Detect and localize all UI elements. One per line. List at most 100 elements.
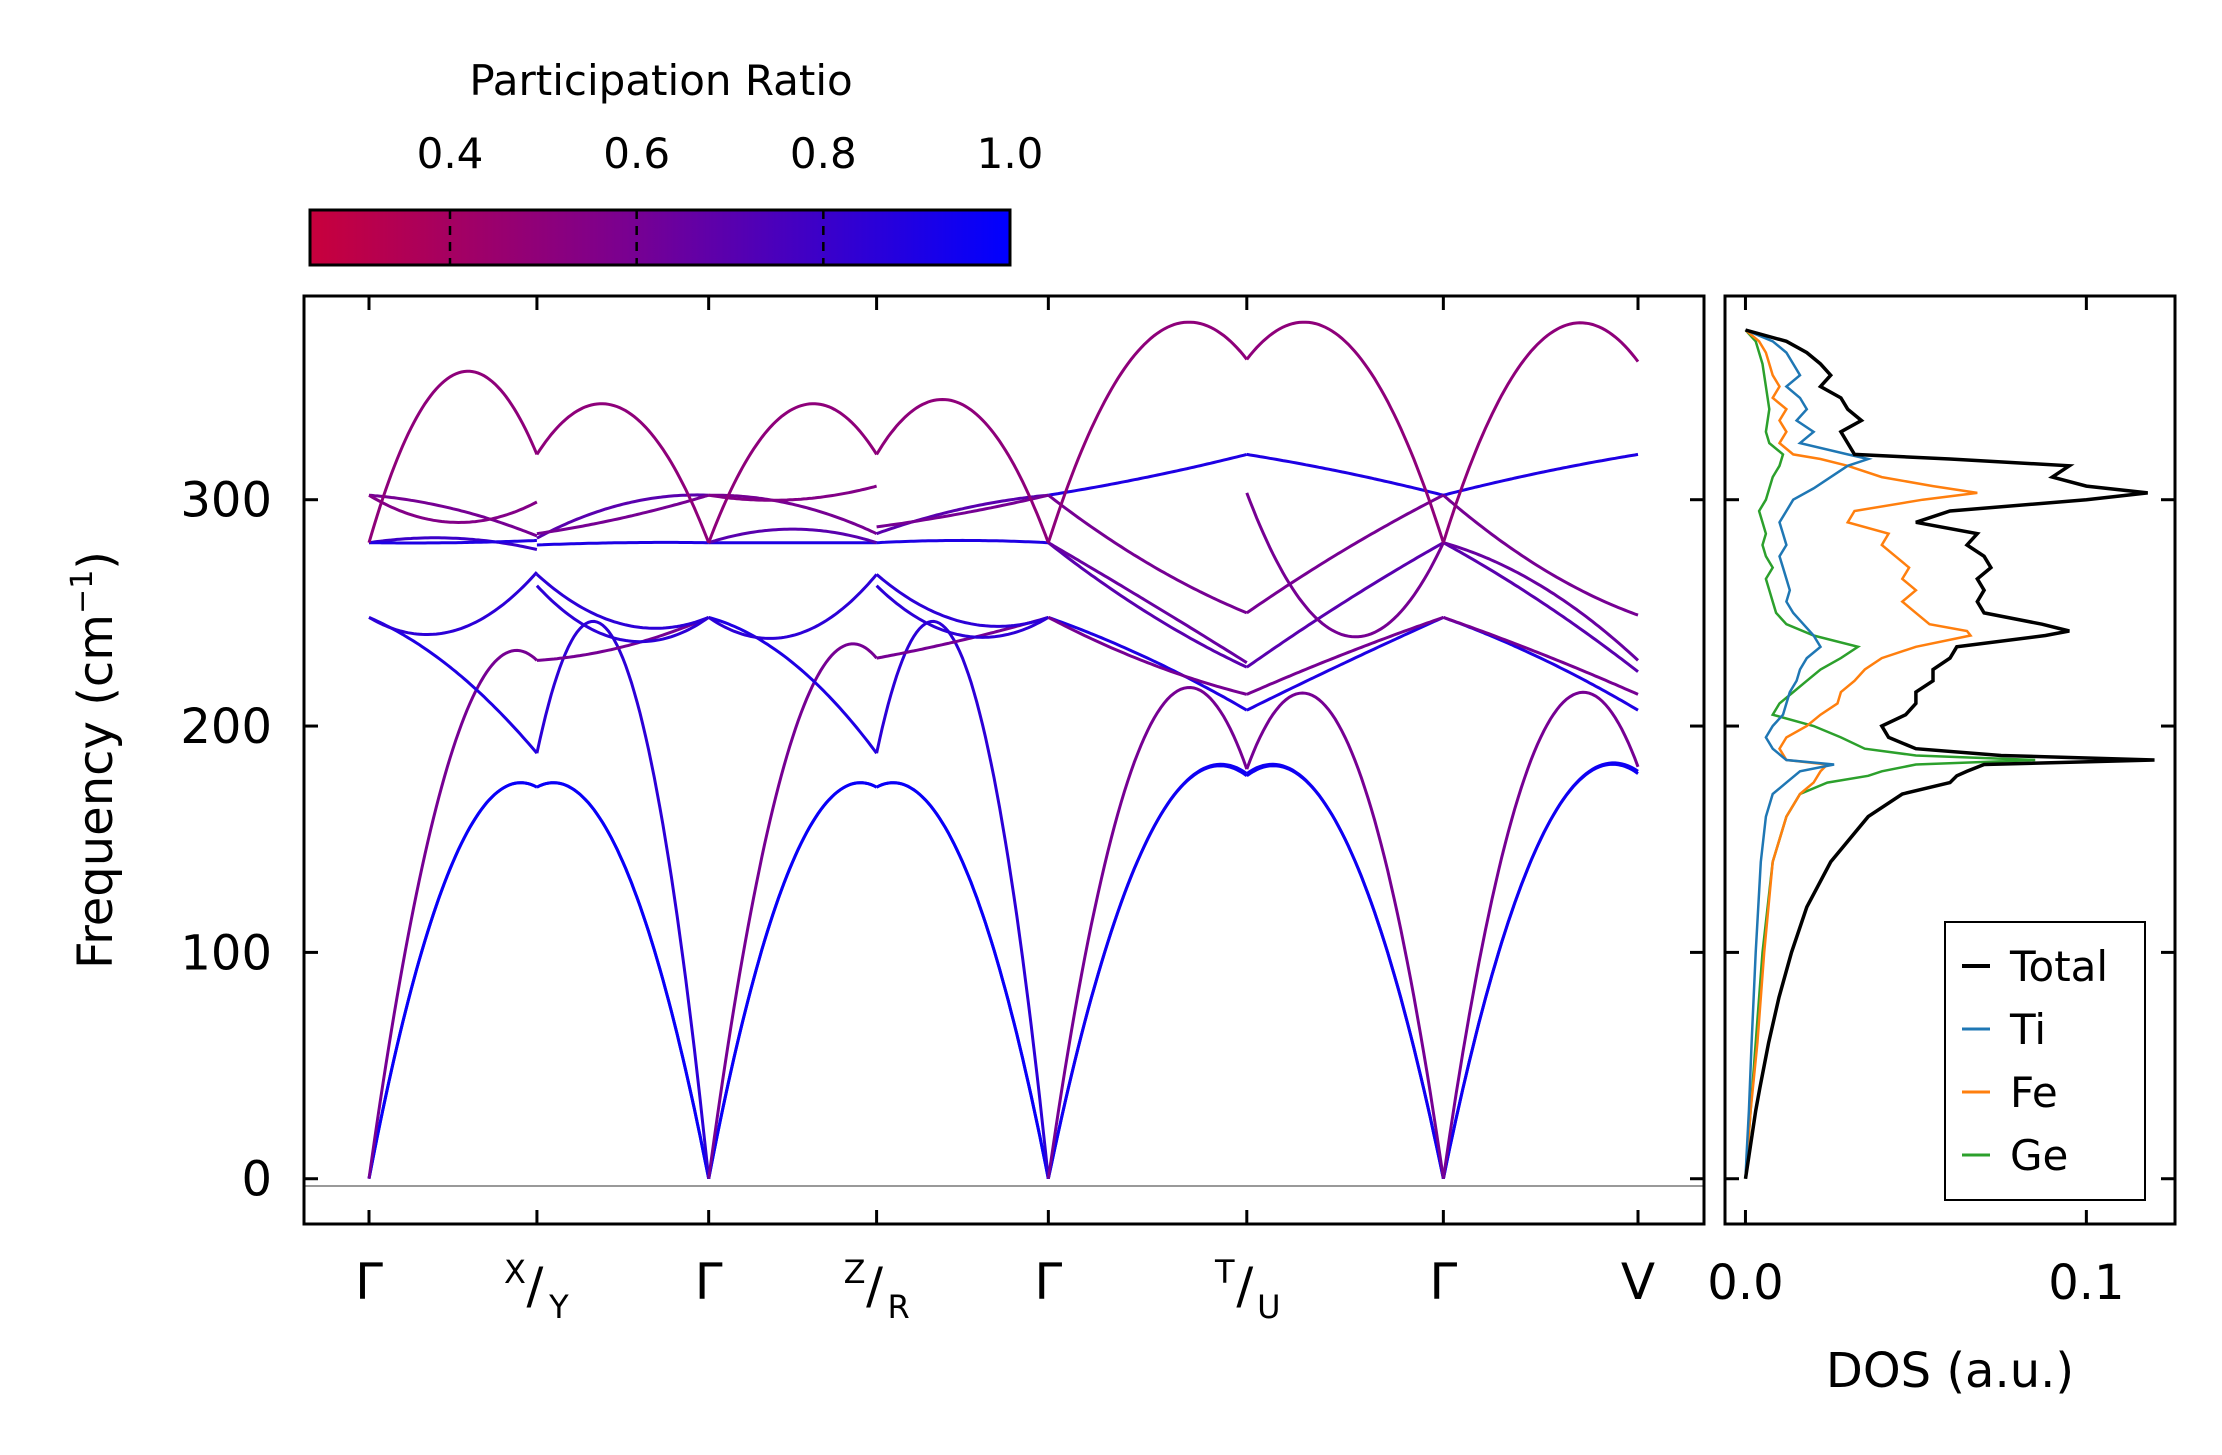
legend-label-ge: Ge [2010, 1131, 2068, 1180]
band-line [1442, 494, 1639, 617]
band-line [1047, 493, 1248, 615]
band-line [1442, 541, 1639, 673]
legend-label-fe: Fe [2010, 1068, 2058, 1117]
dos-plot-frame [1723, 294, 2177, 1226]
band-line [368, 493, 538, 538]
dos-legend: Total Ti Fe Ge [1944, 921, 2146, 1201]
kpoint-label: Γ [1034, 1253, 1062, 1311]
band-line [368, 536, 538, 551]
band-y-tick-label: 300 [180, 473, 272, 529]
kpoint-label: Γ [355, 1253, 383, 1311]
dos-plot: 0.0 0.1 DOS (a.u.) Total Ti Fe Ge [1707, 294, 2177, 1399]
kpoint-label-sup: Z [844, 1253, 866, 1291]
band-plot-frame [302, 294, 1706, 1226]
dos-curves [1743, 328, 2155, 1179]
band-kpoint-axis: Γ X / Y Γ Z / R Γ T / U Γ V [355, 296, 1655, 1326]
colorbar-tick-label: 0.4 [417, 129, 484, 178]
phonon-bands [367, 320, 1640, 1180]
band-line [1245, 492, 1445, 639]
kpoint-slash: / [526, 1257, 543, 1315]
band-line [1245, 320, 1445, 544]
band-line [1441, 762, 1639, 1179]
band-line [367, 781, 538, 1179]
band-line [1046, 764, 1248, 1180]
colorbar-ticks: 0.4 0.6 0.8 1.0 [417, 129, 1044, 265]
band-line [1441, 690, 1640, 1179]
band-line [1047, 616, 1248, 696]
band-line [1246, 615, 1444, 696]
band-line [367, 369, 539, 544]
band-line [707, 573, 878, 640]
band-line [707, 781, 878, 1179]
band-line [708, 493, 878, 536]
band-line [535, 619, 711, 1179]
band-line [1047, 541, 1248, 664]
dos-curve-total [1743, 328, 2155, 1179]
colorbar-tick-label: 1.0 [977, 129, 1044, 178]
y-axis-label-main: Frequency (cm [68, 614, 124, 969]
kpoint-label-sup: X [504, 1253, 526, 1291]
band-line [875, 619, 1050, 1179]
band-line [707, 642, 878, 1179]
dos-curve-fe [1744, 329, 1978, 1179]
band-y-tick-label: 0 [241, 1152, 272, 1208]
band-line [876, 493, 1049, 529]
band-line [1246, 616, 1445, 712]
band-line [875, 584, 1050, 639]
band-line [1245, 764, 1445, 1180]
band-line [707, 402, 878, 544]
dos-axes-ticks: 0.0 0.1 [1707, 296, 2175, 1311]
band-line [536, 781, 711, 1179]
kpoint-label-sub: R [887, 1288, 909, 1326]
band-y-axis: 0 100 200 300 [180, 473, 1704, 1208]
kpoint-slash: / [1236, 1257, 1253, 1315]
kpoint-label: V [1621, 1253, 1655, 1311]
band-line [875, 397, 1050, 544]
kpoint-label-sup: T [1214, 1253, 1235, 1291]
band-y-tick-label: 200 [180, 699, 272, 755]
dos-x-tick-label: 0.1 [2048, 1255, 2124, 1311]
band-line [1046, 762, 1248, 1180]
kpoint-label: Γ [1429, 1253, 1457, 1311]
band-line [1048, 452, 1248, 497]
colorbar-tick-label: 0.6 [603, 129, 670, 178]
band-line [368, 616, 539, 755]
band-line [1245, 762, 1445, 1180]
dos-x-tick-label: 0.0 [1707, 1255, 1783, 1311]
band-line [875, 781, 1050, 1179]
band-line [536, 540, 709, 547]
band-line [875, 573, 1049, 628]
band-line [367, 648, 538, 1179]
y-axis-label-sup: −1 [65, 570, 100, 614]
dos-curve-ge [1744, 329, 2036, 1179]
legend-label-total: Total [2009, 942, 2108, 991]
kpoint-label-sub: Y [548, 1288, 569, 1326]
band-line [369, 538, 538, 545]
band-line [535, 584, 710, 644]
legend-label-ti: Ti [2009, 1005, 2046, 1054]
band-line [708, 484, 878, 502]
colorbar-title: Participation Ratio [469, 56, 852, 105]
colorbar-tick-label: 0.8 [790, 129, 857, 178]
band-line [1442, 615, 1639, 696]
band-line [1246, 452, 1444, 497]
band-line [536, 616, 710, 662]
colorbar-gradient [308, 208, 1012, 267]
band-line [368, 493, 538, 525]
band-line [875, 781, 1050, 1179]
colorbar: Participation Ratio 0.4 0.6 0.8 1.0 [308, 56, 1044, 267]
dos-curve-ti [1744, 328, 1873, 1179]
dos-x-axis-label: DOS (a.u.) [1826, 1343, 2074, 1399]
band-line [536, 781, 711, 1179]
band-line [536, 493, 710, 536]
kpoint-slash: / [866, 1257, 883, 1315]
y-axis-label-close: ) [68, 551, 124, 570]
kpoint-label: Γ [695, 1253, 723, 1311]
band-line [707, 781, 878, 1179]
band-line [1046, 320, 1248, 544]
band-line [1046, 685, 1249, 1179]
kpoint-label-sub: U [1257, 1288, 1280, 1326]
band-line [1245, 691, 1445, 1179]
band-line [367, 781, 538, 1179]
